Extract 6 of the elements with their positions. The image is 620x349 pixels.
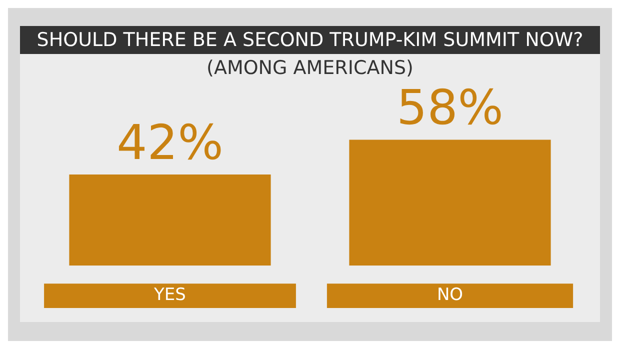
x-tick-label: NO bbox=[436, 285, 464, 306]
data-label: 58% bbox=[396, 80, 504, 136]
chart-subtitle: (AMONG AMERICANS) bbox=[20, 54, 600, 82]
data-label: 42% bbox=[116, 114, 224, 171]
chart-title: SHOULD THERE BE A SECOND TRUMP-KIM SUMMIT NOW? bbox=[20, 26, 600, 54]
x-tick-label: YES bbox=[153, 285, 186, 306]
